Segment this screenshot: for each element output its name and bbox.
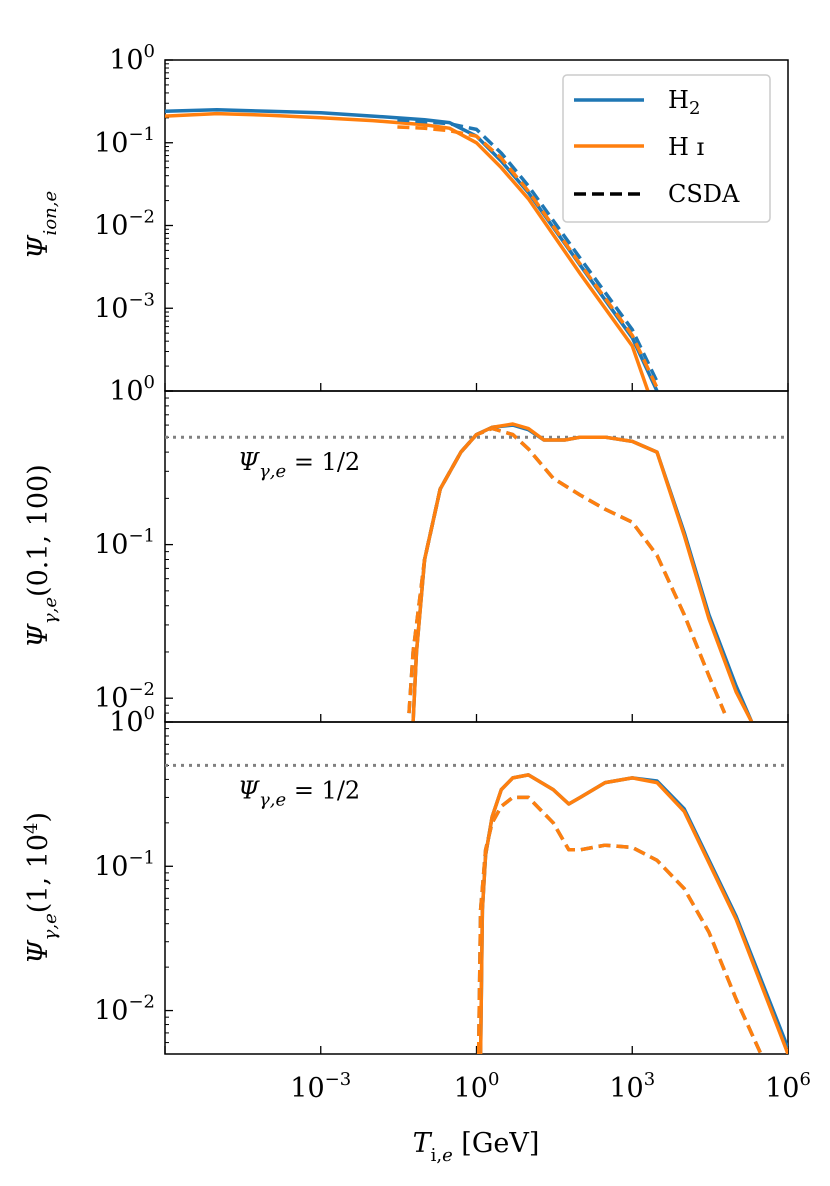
x-tick-label: 106 — [765, 1069, 811, 1104]
series-line-hi-csda — [476, 795, 763, 1054]
half-annotation: Ψγ,e = 1/2 — [238, 448, 360, 482]
axes-frame — [164, 721, 789, 1055]
plot-area — [165, 422, 788, 722]
series-line-hi-csda — [407, 426, 727, 714]
plot-area — [165, 108, 659, 391]
series-line-h2 — [411, 423, 754, 722]
panel-gamma-1-1e4: 100 10−1 10−2 10−3 100 103 106 Ψγ,e = 1/2 — [94, 703, 811, 1104]
legend-h2-label: H2 — [668, 86, 700, 119]
series-line-h2 — [165, 108, 659, 391]
y-tick-label: 10−1 — [94, 124, 155, 159]
plot-area — [165, 763, 788, 1054]
x-tick-label: 10−3 — [290, 1069, 351, 1104]
ylabel-middle: Ψγ,e(0.1, 100) — [23, 464, 61, 648]
y-tick-label: 10−2 — [94, 679, 155, 714]
series-line-hi — [165, 111, 650, 391]
series-line-hi-csda — [397, 125, 659, 389]
x-tick-label: 100 — [454, 1069, 500, 1104]
half-annotation: Ψγ,e = 1/2 — [238, 776, 360, 810]
legend: H2 H ɪ CSDA — [562, 74, 771, 223]
legend-csda-label: CSDA — [668, 180, 740, 208]
y-tick-label: 100 — [109, 703, 155, 738]
panel-gamma-0.1-100: 100 10−1 10−2 Ψγ,e = 1/2 — [94, 372, 789, 723]
y-tick-label: 10−1 — [94, 847, 155, 882]
series-line-h2-csda — [407, 426, 727, 714]
ylabel-bottom: Ψγ,e(1, 104) — [21, 812, 61, 964]
axes-frame — [164, 390, 789, 723]
series-line-h2-csda — [397, 117, 659, 383]
y-tick-label: 10−2 — [94, 992, 155, 1027]
y-tick-label: 100 — [109, 372, 155, 407]
series-line-hi — [411, 422, 754, 722]
x-tick-label: 103 — [609, 1069, 655, 1104]
series-line-h2-csda — [476, 795, 763, 1054]
y-tick-label: 10−2 — [94, 207, 155, 242]
y-tick-label: 10−3 — [94, 289, 155, 324]
y-tick-label: 100 — [109, 41, 155, 76]
y-tick-label: 10−1 — [94, 526, 155, 561]
legend-hi-label: H ɪ — [668, 133, 705, 161]
ylabel-top: Ψion,e — [23, 191, 61, 259]
xlabel: Ti,e [GeV] — [413, 1128, 540, 1166]
